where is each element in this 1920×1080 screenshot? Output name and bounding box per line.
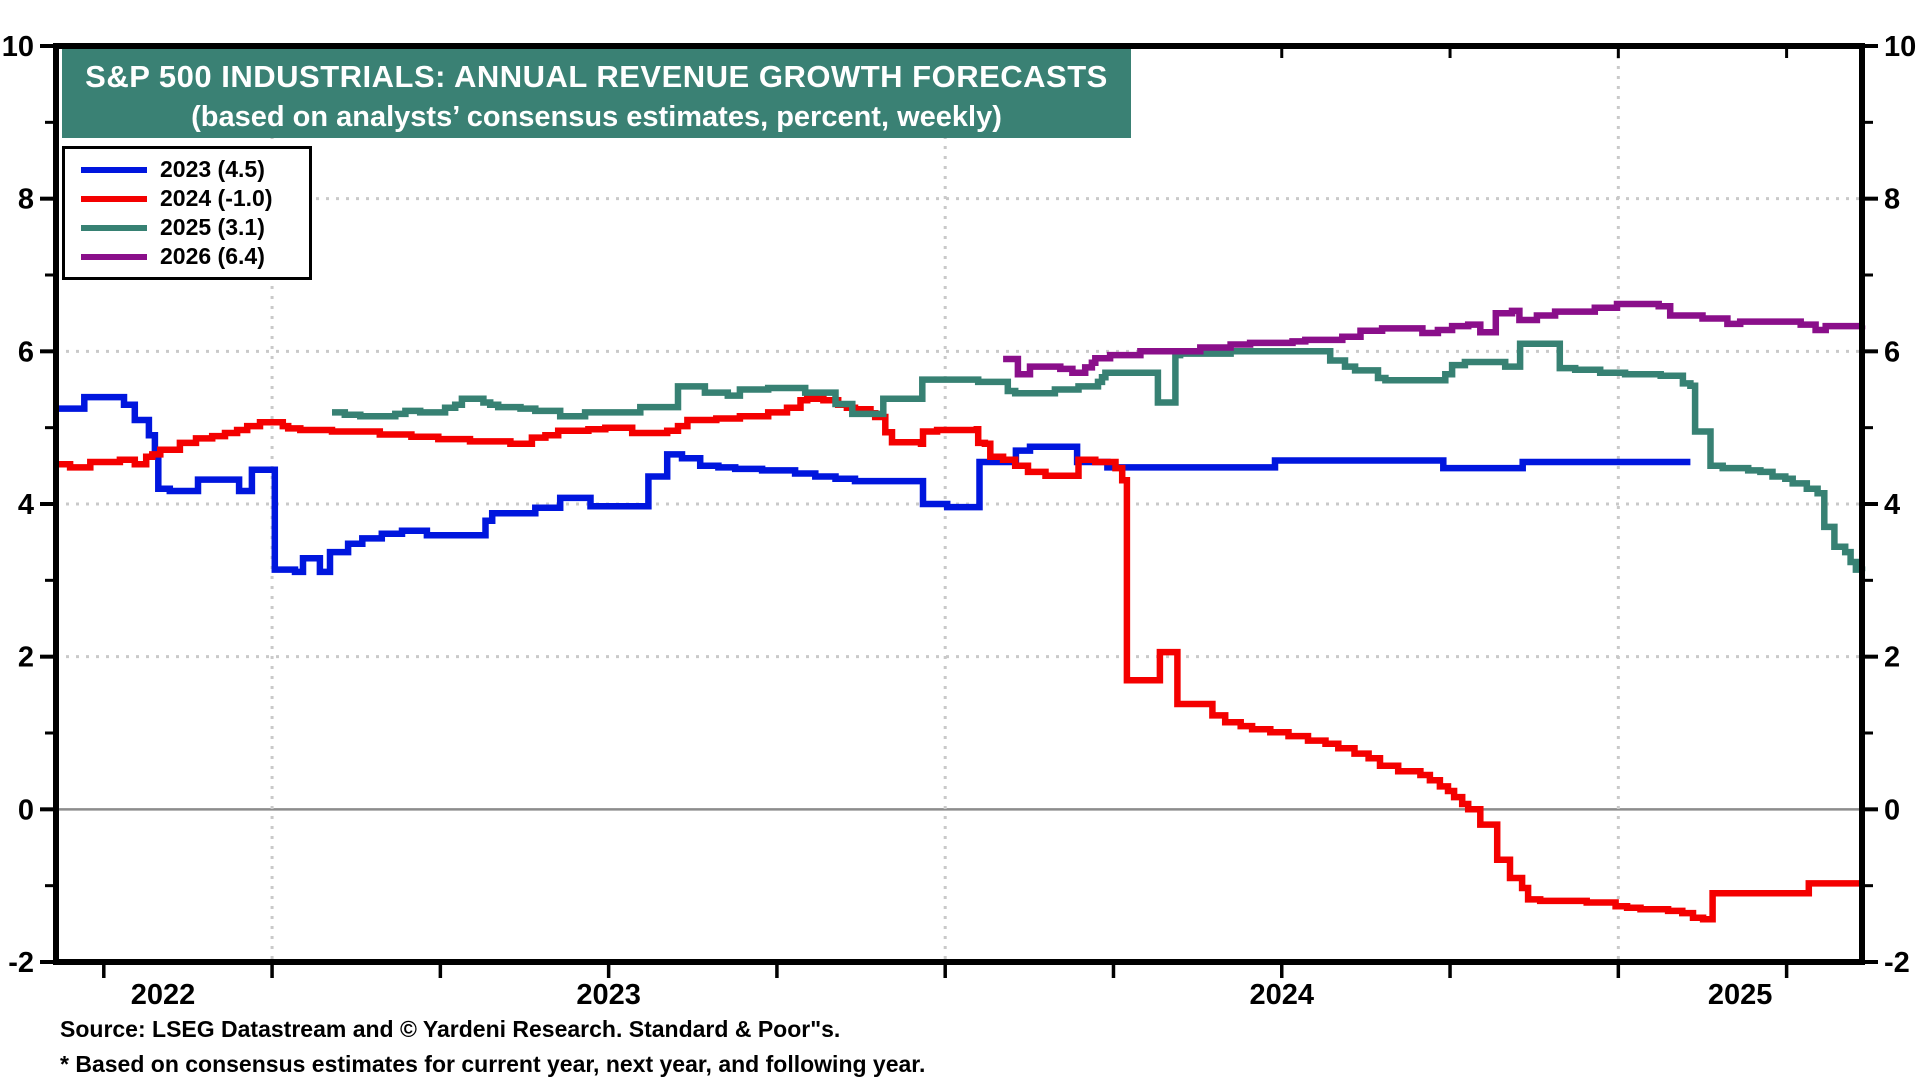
- ylabel-left-8: 8: [18, 184, 34, 216]
- legend-item-2023: 2023 (4.5): [65, 155, 309, 184]
- chart-title-box: S&P 500 INDUSTRIALS: ANNUAL REVENUE GROW…: [62, 49, 1131, 138]
- legend-line-2026: [81, 253, 147, 260]
- ylabel-left-2: 2: [18, 642, 34, 674]
- legend: 2023 (4.5) 2024 (-1.0) 2025 (3.1) 2026 (…: [62, 146, 312, 280]
- ylabel-left-10: 10: [2, 31, 34, 63]
- ylabel-right--2: -2: [1884, 947, 1910, 979]
- legend-label-2023: 2023 (4.5): [160, 156, 265, 182]
- legend-label-2026: 2026 (6.4): [160, 243, 265, 269]
- xlabel-2025: 2025: [1708, 979, 1773, 1011]
- legend-line-2025: [81, 224, 147, 231]
- series-line-2024: [56, 395, 1862, 923]
- legend-item-2026: 2026 (6.4): [65, 242, 309, 271]
- chart-subtitle: (based on analysts’ consensus estimates,…: [191, 101, 1002, 133]
- ylabel-right-2: 2: [1884, 642, 1900, 674]
- footnote: * Based on consensus estimates for curre…: [60, 1051, 926, 1077]
- series-line-2025: [332, 340, 1866, 573]
- ylabel-left-6: 6: [18, 336, 34, 368]
- legend-item-2025: 2025 (3.1): [65, 213, 309, 242]
- ylabel-left-4: 4: [18, 489, 34, 521]
- ylabel-right-4: 4: [1884, 489, 1900, 521]
- series-line-2026: [1003, 300, 1866, 378]
- ylabel-left--2: -2: [8, 947, 34, 979]
- plot-frame: [53, 43, 1865, 965]
- source-note: Source: LSEG Datastream and © Yardeni Re…: [60, 1016, 841, 1042]
- legend-line-2024: [81, 195, 147, 202]
- ylabel-right-10: 10: [1884, 31, 1916, 63]
- ylabel-right-6: 6: [1884, 336, 1900, 368]
- legend-line-2023: [81, 166, 147, 173]
- ylabel-right-0: 0: [1884, 794, 1900, 826]
- ylabel-left-0: 0: [18, 794, 34, 826]
- legend-item-2024: 2024 (-1.0): [65, 184, 309, 213]
- legend-label-2025: 2025 (3.1): [160, 214, 265, 240]
- series-line-2023: [56, 393, 1691, 576]
- legend-label-2024: 2024 (-1.0): [160, 185, 273, 211]
- xlabel-2024: 2024: [1250, 979, 1315, 1011]
- chart-title: S&P 500 INDUSTRIALS: ANNUAL REVENUE GROW…: [85, 59, 1108, 94]
- ylabel-right-8: 8: [1884, 184, 1900, 216]
- xlabel-2022: 2022: [131, 979, 196, 1011]
- xlabel-2023: 2023: [576, 979, 641, 1011]
